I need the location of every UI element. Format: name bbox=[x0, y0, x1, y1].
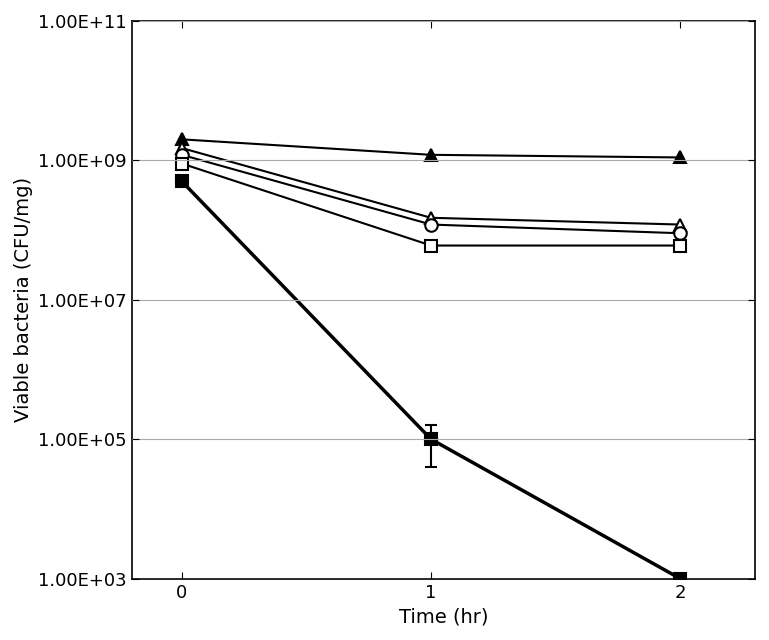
X-axis label: Time (hr): Time (hr) bbox=[399, 607, 488, 626]
Y-axis label: Viable bacteria (CFU/mg): Viable bacteria (CFU/mg) bbox=[14, 177, 33, 422]
